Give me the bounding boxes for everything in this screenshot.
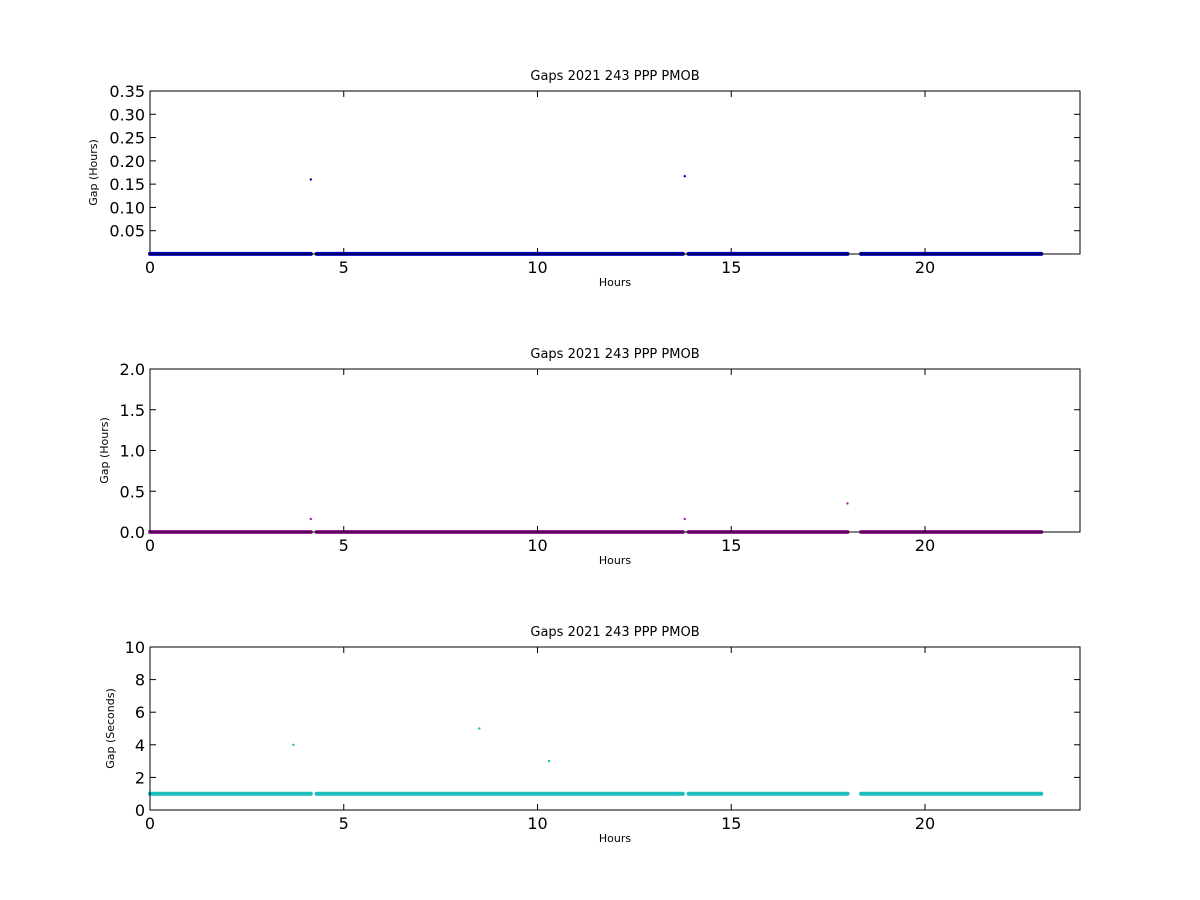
y-tick-label: 0.10 [109, 198, 145, 217]
x-tick-label: 20 [915, 258, 935, 277]
data-point-2 [478, 727, 481, 730]
x-tick-label: 10 [527, 258, 547, 277]
plot-2: 0 5 10 15 20 0.0 0.5 1.0 1.5 2.0 Gaps 2021 243 PPP… [98, 347, 1081, 567]
x-tick-label: 15 [721, 258, 741, 277]
plot-3: 0 5 10 15 20 0 2 4 6 8 10 Gaps 2021 243 PPP PMOB Hou… [104, 625, 1081, 845]
y-tick-label: 0.35 [109, 82, 145, 101]
x-tick-label: 0 [145, 536, 155, 555]
plot-frame [149, 90, 1081, 255]
x-tick-label: 5 [339, 536, 349, 555]
x-tick-label: 5 [339, 814, 349, 833]
y-tick-label: 6 [135, 703, 145, 722]
y-tick-label: 0 [135, 801, 145, 820]
data-point-3 [547, 759, 551, 763]
y-axis-label: Gap (Hours) [87, 139, 100, 206]
x-axis-label: Hours [599, 276, 631, 289]
x-tick-label: 5 [339, 258, 349, 277]
x-axis-label: Hours [599, 554, 631, 567]
x-tick-label: 0 [145, 814, 155, 833]
y-axis-label: Gap (Hours) [98, 417, 111, 484]
y-tick-label: 2 [135, 768, 145, 787]
y-tick-label: 0.30 [109, 105, 145, 124]
x-tick-label: 15 [721, 814, 741, 833]
x-tick-label: 0 [145, 258, 155, 277]
data-point-1 [309, 517, 313, 521]
y-axis-label: Gap (Seconds) [104, 688, 117, 769]
chart-title: Gaps 2021 243 PPP PMOB [530, 347, 699, 362]
y-tick-label: 10 [125, 638, 145, 657]
y-tick-label: 2.0 [120, 360, 145, 379]
y-tick-label: 0.25 [109, 129, 145, 148]
y-tick-label: 0.0 [120, 523, 145, 542]
plot-1: 0 5 10 15 20 0.05 0.10 0.15 0.20 0.25 0.30 0.35 Gaps… [87, 69, 1081, 289]
data-point-3 [846, 502, 849, 505]
x-tick-label: 10 [527, 814, 547, 833]
data-point-2 [683, 517, 686, 521]
x-tick-label: 20 [915, 536, 935, 555]
chart-title: Gaps 2021 243 PPP PMOB [530, 625, 699, 640]
y-tick-label: 4 [135, 736, 145, 755]
data-point-1 [309, 178, 313, 181]
data-point-2 [683, 175, 686, 178]
x-tick-label: 15 [721, 536, 741, 555]
plot-frame [149, 368, 1081, 533]
plot-frame [149, 646, 1081, 811]
y-tick-label: 1.0 [120, 442, 145, 461]
x-tick-label: 20 [915, 814, 935, 833]
y-tick-label: 0.05 [109, 222, 145, 241]
y-tick-label: 0.15 [109, 175, 145, 194]
y-tick-label: 8 [135, 671, 145, 690]
y-tick-label: 0.5 [120, 482, 145, 501]
y-tick-label: 0.20 [109, 152, 145, 171]
x-tick-label: 10 [527, 536, 547, 555]
y-tick-label: 1.5 [120, 401, 145, 420]
chart-title: Gaps 2021 243 PPP PMOB [530, 69, 699, 84]
x-axis-label: Hours [599, 832, 631, 845]
data-point-1 [292, 743, 295, 746]
